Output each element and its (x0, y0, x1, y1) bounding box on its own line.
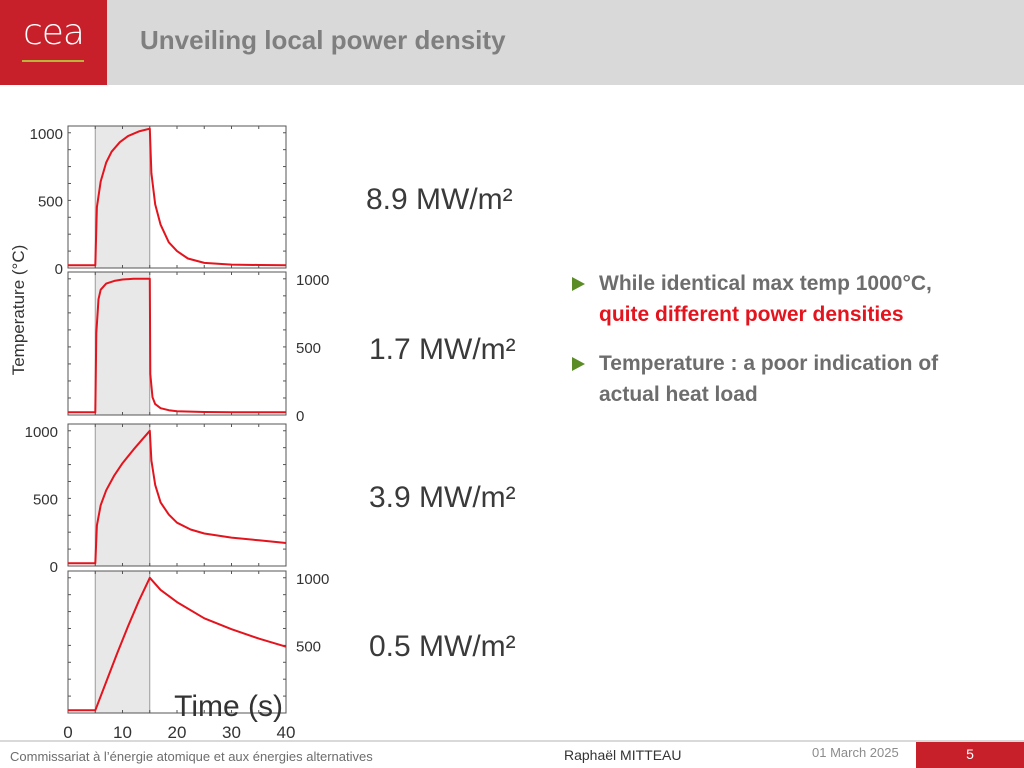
temperature-curve (68, 127, 287, 267)
power-density-label-4: 0.5 MW/m² (369, 630, 516, 663)
bullet-item: While identical max temp 1000°C, quite d… (572, 268, 992, 330)
page-number: 5 (966, 746, 974, 762)
y-tick-label: 0 (296, 408, 304, 425)
temperature-curve (68, 576, 287, 712)
x-tick-label: 40 (277, 723, 296, 742)
chart-panel-2: 0 500 1000 (67, 271, 329, 425)
y-tick-label: 500 (296, 340, 321, 357)
logo-text: cea (22, 12, 85, 53)
chart-panel-3: 0 500 1000 (25, 423, 287, 576)
y-tick-label: 0 (55, 261, 63, 278)
temperature-curve (68, 429, 287, 565)
heating-window (95, 272, 150, 415)
page-number-box: 5 (916, 742, 1024, 768)
footer-organization: Commissariat à l’énergie atomique et aux… (10, 749, 373, 764)
bullet-text-highlight: quite different power densities (599, 303, 904, 326)
y-tick-label: 1000 (30, 126, 63, 143)
y-tick-label: 500 (38, 193, 63, 210)
y-tick-label: 1000 (296, 571, 329, 588)
bullet-text: While identical max temp 1000°C, (599, 272, 932, 295)
cea-logo: cea (0, 0, 107, 85)
power-density-label-2: 1.7 MW/m² (369, 333, 516, 366)
chart-panel-1: 0 500 1000 Temperature (°C) (9, 125, 287, 376)
x-tick-label: 20 (168, 723, 187, 742)
temperature-curve (68, 277, 286, 414)
page-title: Unveiling local power density (140, 25, 506, 55)
y-tick-label: 0 (50, 559, 58, 576)
x-axis-label: Time (s) (174, 690, 283, 723)
x-tick-label: 0 (63, 723, 72, 742)
x-tick-label: 10 (113, 723, 132, 742)
bullet-item: Temperature : a poor indication of actua… (572, 348, 992, 410)
y-tick-label: 500 (296, 638, 321, 655)
triangle-bullet-icon (572, 277, 585, 291)
y-tick-label: 500 (33, 491, 58, 508)
bullet-list: While identical max temp 1000°C, quite d… (572, 268, 992, 428)
footer-date: 01 March 2025 (812, 745, 899, 760)
y-tick-label: 1000 (25, 424, 58, 441)
heating-window (95, 126, 150, 268)
footer-author: Raphaël MITTEAU (564, 747, 682, 763)
header-bar (0, 0, 1024, 85)
triangle-bullet-icon (572, 357, 585, 371)
power-density-label-1: 8.9 MW/m² (366, 183, 513, 216)
logo-underline (22, 60, 84, 62)
bullet-text: actual heat load (599, 383, 758, 406)
x-tick-label: 30 (222, 723, 241, 742)
y-axis-label: Temperature (°C) (9, 245, 28, 376)
power-density-label-3: 3.9 MW/m² (369, 481, 516, 514)
y-tick-label: 1000 (296, 272, 329, 289)
footer-divider (0, 740, 1024, 742)
bullet-text: Temperature : a poor indication of (599, 352, 939, 375)
